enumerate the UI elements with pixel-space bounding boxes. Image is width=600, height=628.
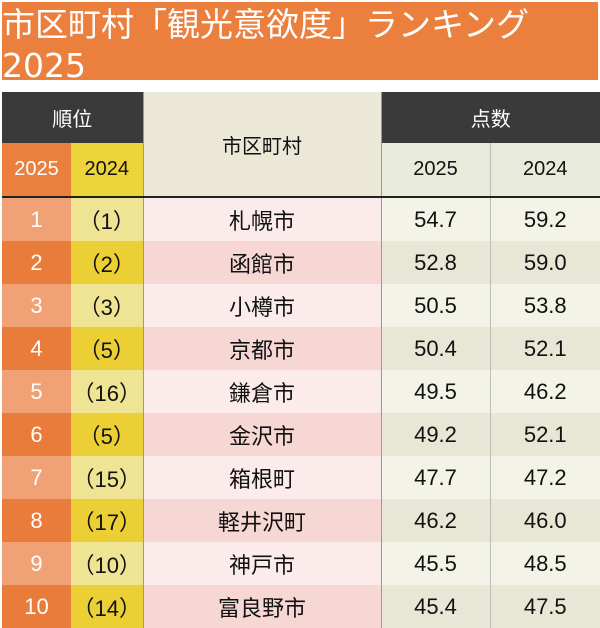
table-row: 7 （15） 箱根町 47.7 47.2 — [2, 456, 600, 499]
table-row: 3 （3） 小樽市 50.5 53.8 — [2, 284, 600, 327]
rank-2025-cell: 5 — [2, 370, 71, 413]
rank-2025-cell: 6 — [2, 413, 71, 456]
score-2025-cell: 52.8 — [381, 241, 491, 284]
score-2024-cell: 46.0 — [490, 499, 600, 542]
score-2025-header: 2025 — [381, 143, 491, 198]
municipality-cell: 金沢市 — [142, 413, 382, 456]
score-2025-cell: 45.5 — [381, 542, 491, 585]
score-2024-cell: 46.2 — [490, 370, 600, 413]
rank-header: 順位 — [2, 92, 143, 143]
score-2024-cell: 59.0 — [490, 241, 600, 284]
table-row: 6 （5） 金沢市 49.2 52.1 — [2, 413, 600, 456]
score-2025-cell: 47.7 — [381, 456, 491, 499]
score-2025-cell: 49.2 — [381, 413, 491, 456]
rank-2024-cell: （5） — [71, 413, 143, 456]
score-2025-cell: 49.5 — [381, 370, 491, 413]
municipality-cell: 軽井沢町 — [142, 499, 382, 542]
score-2025-cell: 54.7 — [381, 197, 491, 241]
municipality-cell: 神戸市 — [142, 542, 382, 585]
score-2025-cell: 45.4 — [381, 585, 491, 628]
rank-2025-cell: 8 — [2, 499, 71, 542]
table-row: 4 （5） 京都市 50.4 52.1 — [2, 327, 600, 370]
rank-2024-cell: （2） — [71, 241, 143, 284]
municipality-cell: 小樽市 — [142, 284, 382, 327]
rank-2024-header: 2024 — [71, 143, 143, 198]
rank-2025-cell: 7 — [2, 456, 71, 499]
rank-2025-cell: 3 — [2, 284, 71, 327]
municipality-cell: 富良野市 — [142, 585, 382, 628]
rank-2025-header: 2025 — [2, 143, 71, 198]
rank-2025-cell: 4 — [2, 327, 71, 370]
municipality-cell: 京都市 — [142, 327, 382, 370]
table-row: 10 （14） 富良野市 45.4 47.5 — [2, 585, 600, 628]
rank-2024-cell: （3） — [71, 284, 143, 327]
page-title: 市区町村「観光意欲度」ランキング2025 — [2, 2, 598, 85]
rank-2024-cell: （15） — [71, 456, 143, 499]
table-row: 5 （16） 鎌倉市 49.5 46.2 — [2, 370, 600, 413]
rank-2025-cell: 2 — [2, 241, 71, 284]
score-2024-cell: 52.1 — [490, 327, 600, 370]
municipality-cell: 鎌倉市 — [142, 370, 382, 413]
table-row: 8 （17） 軽井沢町 46.2 46.0 — [2, 499, 600, 542]
score-header: 点数 — [381, 92, 600, 143]
municipality-cell: 札幌市 — [142, 197, 382, 241]
municipality-cell: 箱根町 — [142, 456, 382, 499]
score-2024-cell: 47.2 — [490, 456, 600, 499]
rank-2025-cell: 1 — [2, 197, 71, 241]
score-2025-cell: 46.2 — [381, 499, 491, 542]
ranking-table: 順位 市区町村 点数 2025 2024 2025 2024 1 （1） 札幌市 54… — [2, 92, 600, 628]
score-2025-cell: 50.4 — [381, 327, 491, 370]
table-row: 1 （1） 札幌市 54.7 59.2 — [2, 197, 600, 241]
table-row: 2 （2） 函館市 52.8 59.0 — [2, 241, 600, 284]
score-2024-cell: 53.8 — [490, 284, 600, 327]
score-2024-cell: 52.1 — [490, 413, 600, 456]
score-2024-cell: 47.5 — [490, 585, 600, 628]
rank-2024-cell: （16） — [71, 370, 143, 413]
table-row: 9 （10） 神戸市 45.5 48.5 — [2, 542, 600, 585]
score-2024-cell: 48.5 — [490, 542, 600, 585]
rank-2024-cell: （10） — [71, 542, 143, 585]
rank-2025-cell: 9 — [2, 542, 71, 585]
rank-2025-cell: 10 — [2, 585, 71, 628]
score-2024-header: 2024 — [490, 143, 600, 198]
municipality-header: 市区町村 — [142, 92, 382, 198]
score-2025-cell: 50.5 — [381, 284, 491, 327]
municipality-cell: 函館市 — [142, 241, 382, 284]
score-2024-cell: 59.2 — [490, 197, 600, 241]
rank-2024-cell: （5） — [71, 327, 143, 370]
rank-2024-cell: （17） — [71, 499, 143, 542]
rank-2024-cell: （1） — [71, 197, 143, 241]
rank-2024-cell: （14） — [71, 585, 143, 628]
